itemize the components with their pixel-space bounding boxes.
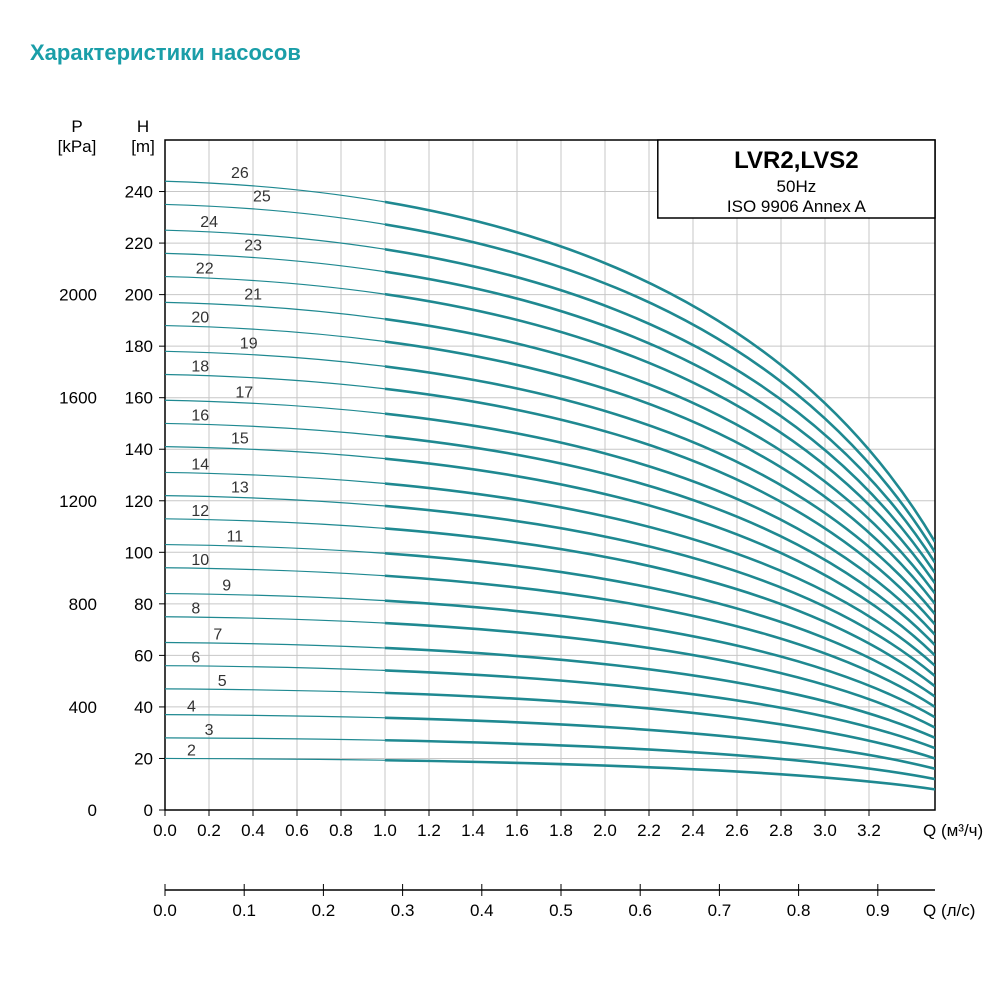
x2-tick-label: 0.8 [787, 901, 811, 920]
curve-16 [165, 423, 935, 645]
x2-tick-label: 0.9 [866, 901, 890, 920]
x-tick-label: 3.2 [857, 821, 881, 840]
curve-label: 18 [191, 359, 209, 376]
y-tick-label: 80 [134, 595, 153, 614]
y2-tick-label: 2000 [59, 286, 97, 305]
y-tick-label: 100 [125, 543, 153, 562]
y-tick-label: 60 [134, 646, 153, 665]
x-tick-label: 2.4 [681, 821, 705, 840]
x2-tick-label: 0.7 [708, 901, 732, 920]
curve-label: 6 [191, 650, 200, 667]
curve-label: 5 [218, 673, 227, 690]
x-tick-label: 1.0 [373, 821, 397, 840]
legend-line: ISO 9906 Annex A [727, 197, 867, 216]
curve-label: 24 [200, 214, 218, 231]
x-tick-label: 0.6 [285, 821, 309, 840]
curve-thick-26 [165, 181, 935, 542]
curve-thick-17 [165, 400, 935, 635]
curve-13 [165, 496, 935, 676]
x2-tick-label: 0.3 [391, 901, 415, 920]
y2-axis-label: P [71, 117, 82, 136]
x-tick-label: 2.8 [769, 821, 793, 840]
y2-tick-label: 1600 [59, 389, 97, 408]
curve-26 [165, 181, 935, 542]
curve-thick-13 [165, 496, 935, 676]
x-tick-label: 2.0 [593, 821, 617, 840]
x2-tick-label: 0.2 [312, 901, 336, 920]
curve-label: 12 [191, 503, 209, 520]
curve-label: 11 [227, 529, 244, 546]
curve-label: 2 [187, 742, 196, 759]
curve-label: 4 [187, 699, 196, 716]
y-tick-label: 140 [125, 440, 153, 459]
x-tick-label: 1.2 [417, 821, 441, 840]
curve-label: 23 [244, 237, 262, 254]
curve-17 [165, 400, 935, 635]
x-tick-label: 3.0 [813, 821, 837, 840]
curve-thick-16 [165, 423, 935, 645]
y2-axis-unit: [kPa] [58, 137, 97, 156]
y-tick-label: 0 [144, 801, 153, 820]
legend-line: LVR2,LVS2 [734, 147, 858, 174]
y-tick-label: 40 [134, 698, 153, 717]
curve-12 [165, 519, 935, 687]
curve-thick-8 [165, 617, 935, 728]
curve-label: 15 [231, 431, 249, 448]
y-axis-label: H [137, 117, 149, 136]
x2-tick-label: 0.5 [549, 901, 573, 920]
curve-label: 22 [196, 261, 214, 278]
x-tick-label: 1.4 [461, 821, 485, 840]
curve-thick-4 [165, 715, 935, 769]
curve-label: 19 [240, 335, 258, 352]
x-tick-label: 2.6 [725, 821, 749, 840]
pump-chart: 2345678910111213141516171819202122232425… [0, 0, 1000, 1000]
y-tick-label: 120 [125, 492, 153, 511]
x-axis-label: Q (м³/ч) [923, 821, 983, 840]
curve-thick-12 [165, 519, 935, 687]
x-tick-label: 0.8 [329, 821, 353, 840]
y-tick-label: 180 [125, 337, 153, 356]
curve-label: 9 [222, 578, 231, 595]
curve-label: 25 [253, 188, 271, 205]
curve-label: 21 [244, 286, 262, 303]
x2-axis-label: Q (л/с) [923, 901, 975, 920]
curve-thick-25 [165, 204, 935, 552]
curve-label: 16 [191, 407, 209, 424]
legend-line: 50Hz [777, 177, 817, 196]
y-tick-label: 200 [125, 286, 153, 305]
y-axis-unit: [m] [131, 137, 155, 156]
curve-label: 10 [191, 552, 209, 569]
x-tick-label: 2.2 [637, 821, 661, 840]
y2-tick-label: 0 [88, 801, 97, 820]
y-tick-label: 20 [134, 749, 153, 768]
x-tick-label: 1.8 [549, 821, 573, 840]
x2-tick-label: 0.6 [628, 901, 652, 920]
x-tick-label: 0.0 [153, 821, 177, 840]
curve-label: 3 [205, 722, 214, 739]
curve-label: 20 [191, 310, 209, 327]
curve-thick-20 [165, 326, 935, 604]
x-tick-label: 1.6 [505, 821, 529, 840]
curve-20 [165, 326, 935, 604]
y-tick-label: 160 [125, 389, 153, 408]
x-tick-label: 0.4 [241, 821, 265, 840]
x-tick-label: 0.2 [197, 821, 221, 840]
curve-label: 7 [213, 627, 222, 644]
curve-label: 17 [235, 384, 253, 401]
curve-label: 14 [191, 456, 209, 473]
x2-tick-label: 0.1 [232, 901, 256, 920]
y-tick-label: 220 [125, 234, 153, 253]
x2-tick-label: 0.0 [153, 901, 177, 920]
curve-label: 8 [191, 601, 200, 618]
y2-tick-label: 1200 [59, 492, 97, 511]
y2-tick-label: 400 [69, 698, 97, 717]
x2-tick-label: 0.4 [470, 901, 494, 920]
curve-25 [165, 204, 935, 552]
curve-8 [165, 617, 935, 728]
y2-tick-label: 800 [69, 595, 97, 614]
curve-label: 26 [231, 165, 249, 182]
y-tick-label: 240 [125, 183, 153, 202]
curve-label: 13 [231, 480, 249, 497]
